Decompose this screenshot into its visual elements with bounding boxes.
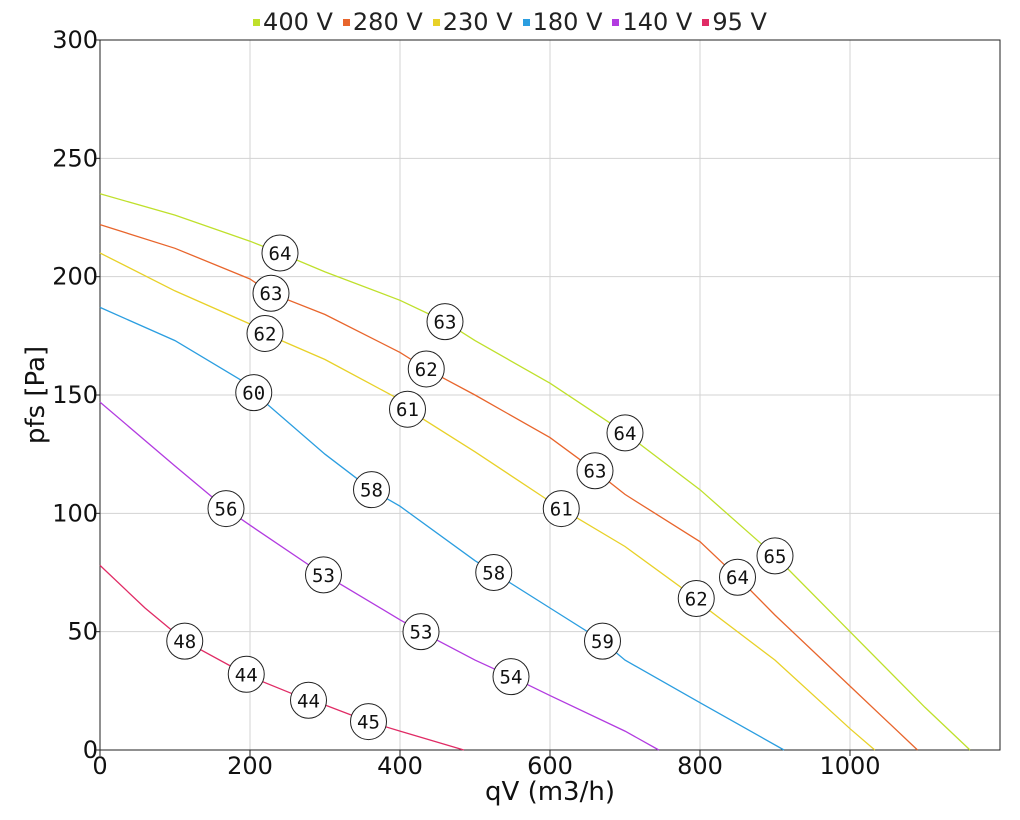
marker-label: 62 — [415, 359, 438, 381]
x-tick-label: 800 — [677, 752, 723, 780]
legend-swatch — [342, 18, 350, 26]
marker-circle — [756, 537, 794, 575]
y-tick-label: 300 — [52, 26, 98, 54]
series-line-95v — [99, 564, 464, 751]
marker-circle — [166, 622, 204, 660]
marker-label: 64 — [269, 243, 292, 265]
marker-label: 61 — [550, 499, 573, 521]
legend-item: 95 V — [702, 8, 767, 36]
marker-label: 63 — [434, 312, 457, 334]
marker-label: 60 — [242, 383, 265, 405]
legend-label: 280 V — [352, 8, 423, 36]
marker-circle — [305, 556, 342, 594]
y-tick-label: 100 — [52, 499, 98, 527]
marker-label: 58 — [360, 480, 383, 502]
marker-circle — [235, 374, 273, 412]
legend-label: 140 V — [622, 8, 693, 36]
y-axis-label: pfs [Pa] — [21, 346, 51, 444]
legend-swatch — [702, 18, 710, 26]
legend-swatch — [612, 18, 620, 26]
legend-item: 280 V — [342, 8, 423, 36]
y-tick-label: 50 — [67, 618, 98, 646]
marker-circle — [584, 622, 621, 660]
legend: 400 V 280 V 230 V 180 V 140 V 95 V — [0, 4, 1020, 40]
x-tick-label: 400 — [377, 752, 423, 780]
marker-label: 64 — [614, 423, 637, 445]
marker-circle — [719, 558, 756, 596]
legend-item: 230 V — [432, 8, 513, 36]
marker-circle — [353, 471, 390, 509]
marker-label: 45 — [357, 712, 380, 734]
x-tick-label: 0 — [92, 752, 107, 780]
marker-circle — [252, 274, 290, 312]
legend-label: 230 V — [442, 8, 513, 36]
marker-label: 56 — [215, 499, 238, 521]
marker-label: 58 — [482, 563, 505, 585]
marker-circle — [426, 303, 464, 341]
x-axis-label: qV (m3/h) — [485, 777, 615, 807]
marker-circle — [542, 490, 580, 528]
marker-label: 64 — [726, 567, 749, 589]
y-tick-label: 250 — [52, 144, 98, 172]
marker-circle — [492, 658, 530, 696]
legend-item: 180 V — [522, 8, 603, 36]
marker-circle — [207, 490, 245, 528]
marker-label: 44 — [297, 690, 320, 712]
marker-circle — [389, 390, 426, 428]
marker-circle — [677, 580, 715, 618]
marker-label: 53 — [410, 622, 433, 644]
legend-item: 140 V — [612, 8, 692, 36]
marker-circle — [576, 452, 614, 490]
legend-swatch — [522, 18, 530, 26]
marker-label: 63 — [260, 283, 283, 305]
y-tick-label: 150 — [52, 381, 98, 409]
series-line-400v — [99, 193, 971, 751]
legend-item: 400 V — [253, 8, 333, 36]
x-tick-label: 600 — [527, 752, 573, 780]
marker-circle — [402, 613, 440, 651]
marker-label: 59 — [591, 631, 614, 653]
marker-circle — [227, 655, 265, 693]
y-tick-label: 200 — [52, 263, 98, 291]
marker-circle — [350, 703, 387, 741]
marker-circle — [261, 234, 299, 272]
legend-label: 95 V — [712, 8, 767, 36]
legend-swatch — [253, 18, 261, 26]
series-line-140v — [99, 401, 660, 751]
marker-label: 54 — [500, 667, 523, 689]
marker-label: 44 — [235, 664, 258, 686]
legend-label: 400 V — [263, 8, 333, 36]
point-markers: 64 63 64 65 63 62 63 64 62 61 61 62 60 58 58 59 56 53 53 54… — [166, 234, 794, 741]
marker-label: 62 — [685, 589, 708, 611]
legend-label: 180 V — [532, 8, 603, 36]
y-tick-label: 0 — [83, 736, 98, 764]
marker-label: 62 — [254, 323, 277, 345]
marker-circle — [606, 414, 644, 452]
legend-swatch — [432, 18, 440, 26]
x-tick-label: 200 — [227, 752, 273, 780]
marker-circle — [407, 350, 445, 388]
marker-circle — [290, 681, 327, 719]
marker-label: 65 — [764, 546, 787, 568]
marker-label: 61 — [396, 399, 419, 421]
grid — [100, 40, 1000, 750]
marker-circle — [475, 554, 513, 591]
marker-label: 53 — [312, 565, 335, 587]
marker-circle — [246, 314, 284, 352]
x-tick-label: 1000 — [819, 752, 880, 780]
marker-label: 48 — [173, 631, 196, 653]
marker-label: 63 — [584, 461, 607, 483]
